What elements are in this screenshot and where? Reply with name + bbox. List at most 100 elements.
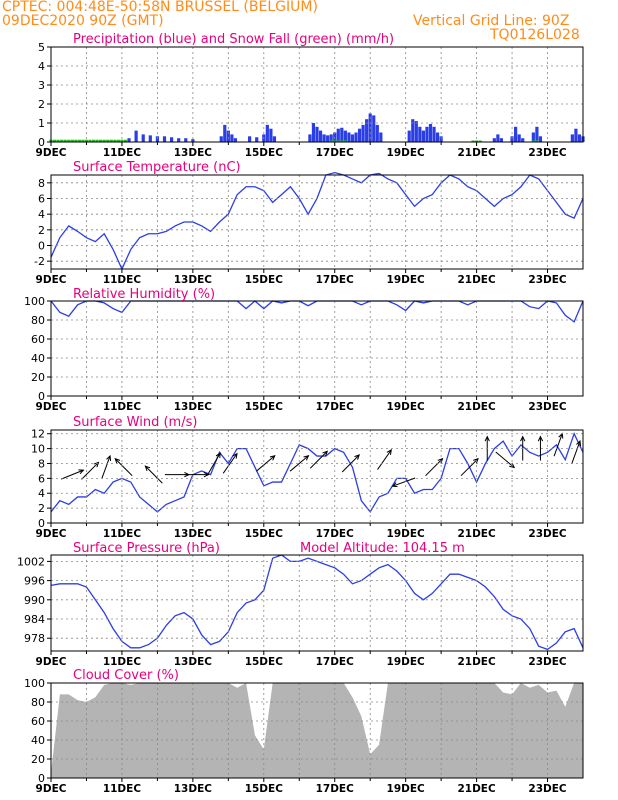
x-tick-label: 11DEC xyxy=(103,401,142,413)
snow-bar xyxy=(340,140,344,142)
snow-bar xyxy=(95,139,99,142)
precip-bar xyxy=(379,132,383,142)
precip-bar xyxy=(272,136,277,142)
precip-bar xyxy=(372,115,376,142)
snow-bar xyxy=(106,139,110,142)
panel-2: 0 20 40 60 80 100 9DEC 11DEC 13DEC 15DEC 17DEC 19DE… xyxy=(24,287,584,413)
x-tick-label: 19DEC xyxy=(387,401,426,413)
snow-bar xyxy=(88,139,92,142)
y-tick-label: 1002 xyxy=(17,555,45,568)
wind-arrow xyxy=(392,477,416,487)
precip-bar xyxy=(570,134,574,142)
wind-arrowhead xyxy=(391,482,398,488)
snow-bar xyxy=(471,140,475,142)
panel-frame xyxy=(50,682,584,779)
precip-bar xyxy=(407,130,411,142)
station-header: CPTEC: 004:48E-50:58N BRUSSEL (BELGIUM) xyxy=(2,0,318,15)
y-tick-label: 80 xyxy=(31,696,45,709)
wind-arrow xyxy=(145,465,163,484)
x-tick-label: 13DEC xyxy=(174,147,213,159)
x-tick-label: 9DEC xyxy=(36,528,67,540)
x-tick-label: 13DEC xyxy=(174,528,213,540)
wind-arrow xyxy=(289,455,309,472)
panel-title: Surface Temperature (nC) xyxy=(73,160,241,175)
panel-title: Surface Pressure (hPa) xyxy=(73,541,220,556)
panel-title: Relative Humidity (%) xyxy=(73,287,215,302)
x-tick-label: 15DEC xyxy=(245,147,284,159)
precip-bar xyxy=(226,130,230,142)
x-tick-label: 19DEC xyxy=(387,783,426,795)
snow-bar xyxy=(113,139,117,142)
precip-bar xyxy=(326,135,330,142)
snow-bar xyxy=(67,139,71,142)
x-tick-label: 21DEC xyxy=(457,401,496,413)
y-tick-label: 40 xyxy=(31,734,45,747)
panel-title: Surface Wind (m/s) xyxy=(73,415,197,430)
precip-bar xyxy=(375,124,379,142)
precip-bar xyxy=(141,134,145,142)
snow-bar xyxy=(74,139,78,142)
x-tick-label: 13DEC xyxy=(174,783,213,795)
snow-bar xyxy=(333,140,337,142)
series-line xyxy=(50,554,584,651)
precip-bar xyxy=(127,138,131,142)
x-tick-label: 19DEC xyxy=(387,656,426,668)
y-tick-label: 990 xyxy=(24,594,45,607)
precip-bar xyxy=(315,126,319,142)
precip-bar xyxy=(155,136,159,142)
x-tick-label: 17DEC xyxy=(316,401,355,413)
precip-bar xyxy=(411,119,415,142)
precip-bar xyxy=(510,136,514,142)
x-tick-label: 19DEC xyxy=(387,274,426,286)
x-tick-label: 15DEC xyxy=(245,401,284,413)
panel-5: 0 20 40 60 80 100 9DEC 11DEC 13DEC 15DEC 17DEC 19DE… xyxy=(24,668,584,795)
y-tick-label: 6 xyxy=(38,472,45,485)
panel-3: 0 2 4 6 810 12 9DEC 11DEC 13DEC 15DEC 17DEC 19DEC 21… xyxy=(31,415,584,540)
precip-bar xyxy=(414,121,418,142)
snow-bar xyxy=(70,139,74,142)
wind-arrowhead xyxy=(203,472,210,478)
wind-arrow xyxy=(207,452,221,475)
precip-bar xyxy=(265,124,269,142)
panel-frame xyxy=(50,46,584,143)
x-tick-label: 9DEC xyxy=(36,401,67,413)
precip-bar xyxy=(336,128,340,142)
snow-bar xyxy=(343,140,347,142)
x-tick-label: 13DEC xyxy=(174,274,213,286)
x-tick-label: 19DEC xyxy=(387,528,426,540)
panel-frame xyxy=(50,174,584,270)
precip-bar xyxy=(439,136,443,142)
wind-arrowhead xyxy=(322,450,329,457)
y-tick-label: 0 xyxy=(38,517,45,530)
y-tick-label: 8 xyxy=(38,457,45,470)
wind-arrowhead xyxy=(520,435,526,442)
wind-arrowhead xyxy=(354,454,360,460)
x-tick-label: 9DEC xyxy=(36,147,67,159)
x-tick-label: 23DEC xyxy=(528,147,567,159)
series-line xyxy=(50,300,584,323)
precip-bar xyxy=(499,138,504,142)
x-tick-label: 19DEC xyxy=(387,147,426,159)
snow-bar xyxy=(478,140,482,142)
precip-bar xyxy=(191,139,195,142)
precip-bar xyxy=(421,130,425,142)
y-tick-label: 20 xyxy=(31,753,45,766)
precip-bar xyxy=(311,123,316,142)
x-tick-label: 23DEC xyxy=(528,783,567,795)
wind-arrowhead xyxy=(78,469,85,475)
y-tick-label: 60 xyxy=(31,333,45,346)
panel-frame xyxy=(50,300,584,397)
wind-arrow xyxy=(553,433,563,457)
precip-bar xyxy=(517,134,521,142)
snow-bar xyxy=(77,139,81,142)
y-tick-label: 60 xyxy=(31,715,45,728)
snow-bar xyxy=(99,139,103,142)
x-tick-label: 9DEC xyxy=(36,783,67,795)
precip-bar xyxy=(521,138,525,142)
precip-bar xyxy=(322,134,326,142)
wind-arrow xyxy=(81,462,99,480)
wind-arrowhead xyxy=(303,455,310,461)
y-tick-label: 0 xyxy=(38,772,45,785)
precip-bar xyxy=(361,124,365,142)
wind-arrow xyxy=(341,454,360,473)
